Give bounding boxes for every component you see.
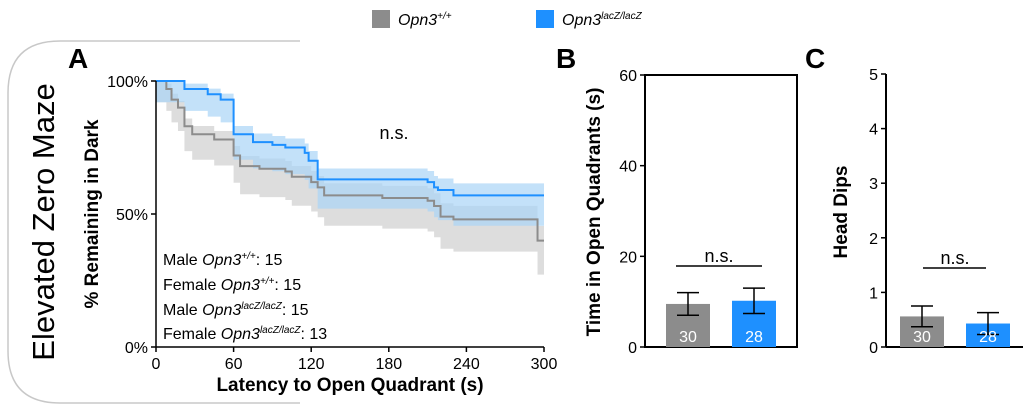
c-bar-n-label: 28 bbox=[979, 329, 997, 346]
panel-a: A 0 60 120 180 240 300 0% 50% 100% Latency to O… bbox=[68, 43, 557, 396]
a-y-ticks: 0% 50% 100% bbox=[107, 74, 156, 357]
a-annotation-ns: n.s. bbox=[379, 123, 408, 143]
a-x-tick-label: 300 bbox=[531, 356, 558, 373]
c-y-tick-label: 0 bbox=[869, 340, 878, 357]
a-n-label-male-ko: Male Opn3lacZ/lacZ: 15 bbox=[163, 301, 309, 319]
survival-confidence-bands bbox=[156, 81, 544, 275]
b-annotation-ns: n.s. bbox=[704, 246, 733, 266]
legend-label-knockout: Opn3lacZ/lacZ bbox=[562, 11, 643, 29]
panel-label-a: A bbox=[68, 43, 88, 74]
c-annotation-ns: n.s. bbox=[940, 248, 969, 268]
b-y-tick-label: 40 bbox=[619, 159, 637, 176]
survival-curve-wildtype bbox=[156, 80, 544, 242]
b-plot-frame bbox=[644, 74, 798, 348]
a-y-axis-label: % Remaining in Dark bbox=[82, 119, 103, 308]
a-x-tick-label: 180 bbox=[375, 356, 402, 373]
side-title: Elevated Zero Maze bbox=[26, 83, 61, 360]
a-y-tick-label: 100% bbox=[107, 74, 148, 91]
panel-label-b: B bbox=[556, 43, 576, 74]
c-y-tick-label: 4 bbox=[869, 122, 878, 139]
c-bar-n-label: 30 bbox=[913, 329, 931, 346]
legend: Opn3+/+ Opn3lacZ/lacZ bbox=[372, 10, 643, 29]
legend-swatch-wildtype bbox=[372, 10, 390, 28]
a-n-label-male-wt: Male Opn3+/+: 15 bbox=[163, 251, 283, 269]
c-y-ticks: 0 1 2 3 4 5 bbox=[869, 67, 886, 357]
a-x-tick-label: 60 bbox=[225, 356, 243, 373]
b-y-tick-label: 60 bbox=[619, 68, 637, 85]
a-x-axis-label: Latency to Open Quadrant (s) bbox=[216, 375, 483, 396]
legend-swatch-knockout bbox=[536, 10, 554, 28]
a-n-label-female-ko: Female Opn3lacZ/lacZ: 13 bbox=[163, 325, 327, 343]
c-bars: 30 28 bbox=[900, 305, 1010, 347]
c-y-tick-label: 2 bbox=[869, 231, 878, 248]
a-y-tick-label: 50% bbox=[116, 207, 148, 224]
a-x-tick-label: 240 bbox=[453, 356, 480, 373]
b-y-tick-label: 0 bbox=[628, 340, 637, 357]
panel-label-c: C bbox=[805, 43, 825, 74]
survival-curve-knockout bbox=[156, 80, 544, 197]
a-x-tick-label: 0 bbox=[152, 356, 161, 373]
b-y-ticks: 0 20 40 60 bbox=[619, 68, 645, 357]
b-bars: 30 28 bbox=[666, 287, 776, 347]
c-y-axis-label: Head Dips bbox=[831, 166, 852, 259]
c-bar-knockout bbox=[966, 323, 1010, 347]
panel-c: C 30 28 0 1 2 3 4 5 Head Dips n.s. bbox=[805, 43, 1023, 357]
b-y-axis-label: Time in Open Quadrants (s) bbox=[584, 88, 605, 337]
a-x-tick-label: 120 bbox=[298, 356, 325, 373]
a-n-label-female-wt: Female Opn3+/+: 15 bbox=[163, 276, 301, 294]
b-y-tick-label: 20 bbox=[619, 249, 637, 266]
a-x-ticks: 0 60 120 180 240 300 bbox=[152, 347, 558, 373]
survival-curves bbox=[156, 80, 544, 242]
panel-b: B 30 28 0 20 40 60 Time in Open Quadrants (s… bbox=[556, 43, 798, 357]
b-bar-n-label: 30 bbox=[679, 329, 697, 346]
side-bracket bbox=[7, 40, 300, 404]
c-y-tick-label: 3 bbox=[869, 176, 878, 193]
c-y-tick-label: 1 bbox=[869, 285, 878, 302]
a-y-tick-label: 0% bbox=[125, 340, 148, 357]
c-y-tick-label: 5 bbox=[869, 67, 878, 84]
legend-label-wildtype: Opn3+/+ bbox=[398, 11, 452, 29]
survival-band-wildtype bbox=[156, 81, 544, 275]
b-bar-n-label: 28 bbox=[745, 329, 763, 346]
